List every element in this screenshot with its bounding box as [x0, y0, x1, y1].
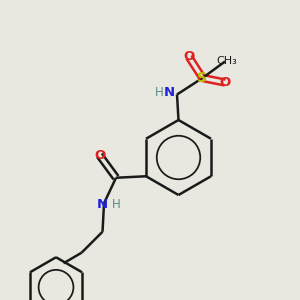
- Text: N: N: [164, 85, 175, 99]
- Text: S: S: [197, 71, 208, 85]
- Text: O: O: [94, 149, 105, 162]
- Text: H: H: [155, 85, 164, 99]
- Text: N: N: [97, 198, 108, 211]
- Text: H: H: [112, 198, 120, 211]
- Text: CH₃: CH₃: [216, 56, 237, 66]
- Text: O: O: [183, 50, 195, 64]
- Text: O: O: [219, 76, 231, 89]
